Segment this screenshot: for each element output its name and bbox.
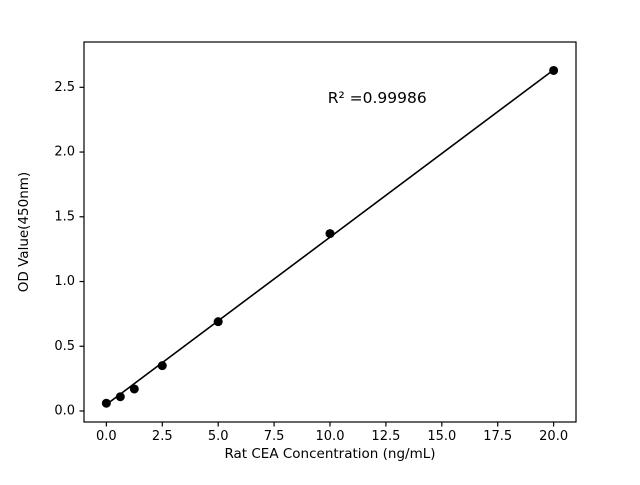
x-tick-label: 0.0 (96, 429, 117, 444)
y-tick-label: 1.0 (54, 274, 75, 289)
x-tick-label: 20.0 (539, 429, 568, 444)
x-tick-label: 17.5 (483, 429, 512, 444)
data-point (115, 392, 125, 402)
x-tick-label: 15.0 (427, 429, 456, 444)
data-point (325, 229, 335, 239)
data-point (157, 361, 167, 371)
x-axis-label: Rat CEA Concentration (ng/mL) (224, 446, 435, 462)
y-tick-label: 2.5 (54, 80, 75, 95)
x-tick-label: 5.0 (208, 429, 229, 444)
y-tick-label: 0.0 (54, 403, 75, 418)
x-tick-label: 7.5 (264, 429, 285, 444)
y-axis-label: OD Value(450nm) (16, 172, 32, 292)
data-point (213, 317, 223, 327)
y-tick-label: 2.0 (54, 145, 75, 160)
x-tick-label: 2.5 (152, 429, 173, 444)
y-tick-label: 1.5 (54, 209, 75, 224)
y-tick-label: 0.5 (54, 339, 75, 354)
data-point (129, 384, 139, 394)
x-tick-label: 12.5 (371, 429, 400, 444)
data-point (549, 65, 559, 75)
x-tick-label: 10.0 (316, 429, 345, 444)
r-squared-annotation: R² =0.99986 (328, 89, 427, 107)
data-point (101, 398, 111, 408)
